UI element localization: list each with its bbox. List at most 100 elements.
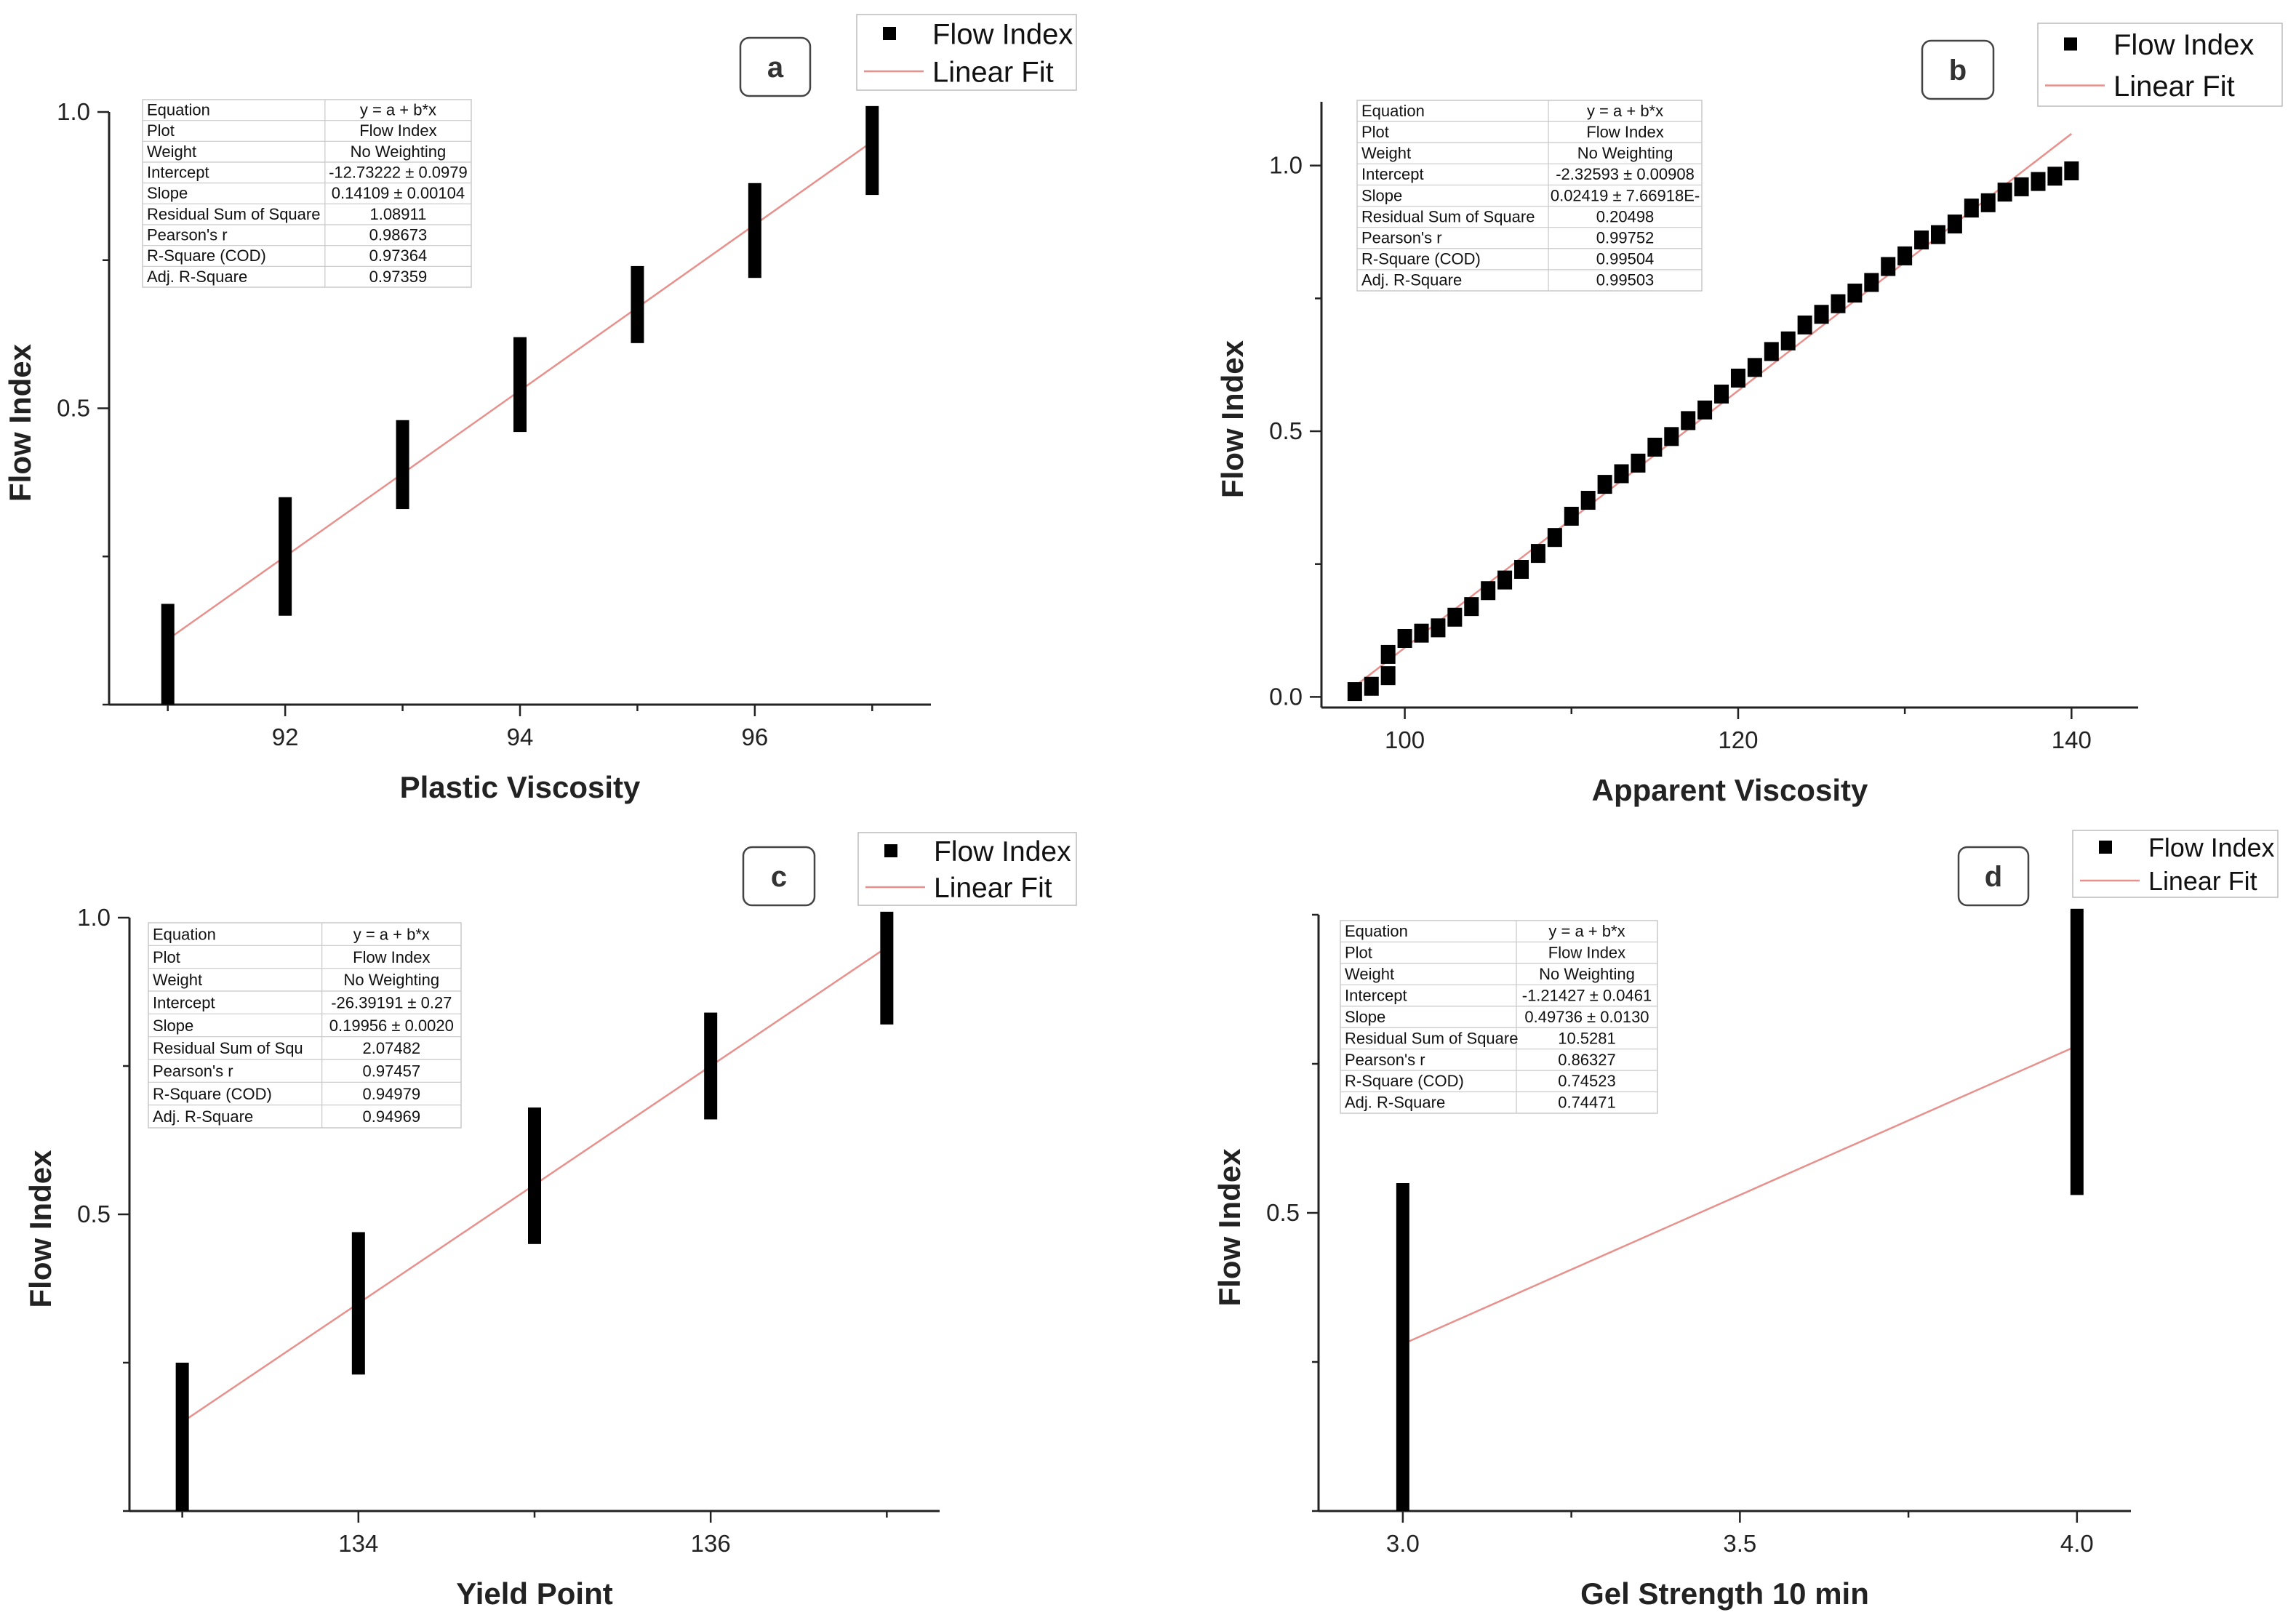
data-point <box>1947 215 1962 234</box>
y-tick-label: 0.5 <box>57 395 90 422</box>
data-point <box>1664 427 1679 446</box>
stats-value: 10.5281 <box>1558 1029 1616 1047</box>
x-tick-label: 3.0 <box>1386 1530 1420 1557</box>
data-point <box>1697 400 1713 420</box>
x-tick-label: 94 <box>507 724 534 750</box>
x-axis-label: Plastic Viscosity <box>400 770 641 804</box>
linear-fit-line <box>1402 1045 2078 1345</box>
data-point <box>1797 315 1812 334</box>
stats-key: Pearson's r <box>1345 1051 1425 1069</box>
data-point <box>1380 666 1396 686</box>
legend-entry-linear-fit: Linear Fit <box>2113 71 2235 103</box>
stats-key: Residual Sum of Square <box>147 205 320 223</box>
stats-value: No Weighting <box>343 971 439 989</box>
stats-table: Equation y = a + b*x Plot Flow Index Weight N… <box>1340 920 1658 1114</box>
data-point <box>1396 1183 1409 1511</box>
y-tick-label: 1.0 <box>57 98 90 125</box>
legend-entry-linear-fit: Linear Fit <box>934 873 1052 904</box>
data-point <box>396 420 409 510</box>
stats-key: R-Square (COD) <box>147 247 266 265</box>
stats-value: 0.94969 <box>363 1107 421 1126</box>
y-tick-label: 1.0 <box>77 904 111 931</box>
data-point <box>880 911 894 1025</box>
legend: Flow Index Linear Fit <box>2072 830 2279 898</box>
panel-tag-label: c <box>771 861 787 893</box>
panel-tag-box <box>1957 846 2030 907</box>
data-point <box>1481 581 1496 601</box>
stats-value: 0.74523 <box>1558 1072 1616 1090</box>
data-point <box>2064 161 2079 180</box>
data-point <box>1964 199 1979 218</box>
stats-key: Equation <box>153 926 216 944</box>
stats-value: 0.86327 <box>1558 1051 1616 1069</box>
stats-value: Flow Index <box>1586 123 1663 141</box>
x-tick-label: 100 <box>1385 726 1425 753</box>
stats-key: Adj. R-Square <box>153 1107 253 1126</box>
data-point <box>1930 225 1945 244</box>
data-point <box>865 105 879 196</box>
stats-key: Weight <box>153 971 202 989</box>
y-axis-label: Flow Index <box>23 1150 57 1308</box>
stats-key: Plot <box>147 121 175 140</box>
stats-table: Equation y = a + b*x Plot Flow Index Weight N… <box>1356 100 1703 292</box>
data-point <box>1814 305 1829 324</box>
data-point <box>1997 183 2012 202</box>
data-point <box>748 183 761 278</box>
stats-value: Flow Index <box>353 948 430 966</box>
legend: Flow Index Linear Fit <box>857 832 1077 906</box>
data-point <box>161 604 175 705</box>
stats-key: Residual Sum of Square <box>1361 207 1535 225</box>
data-point <box>1747 358 1762 377</box>
stats-value: Flow Index <box>359 121 436 140</box>
stats-key: R-Square (COD) <box>1345 1072 1464 1090</box>
x-tick-label: 4.0 <box>2060 1530 2094 1557</box>
stats-value: 0.49736 ± 0.0130 <box>1524 1008 1649 1026</box>
stats-key: Pearson's r <box>147 226 228 244</box>
data-point <box>513 337 527 433</box>
stats-key: Slope <box>147 184 188 202</box>
x-axis-label: Gel Strength 10 min <box>1580 1576 1869 1611</box>
stats-key: Adj. R-Square <box>1361 271 1462 289</box>
x-axis-label: Apparent Viscosity <box>1592 773 1868 807</box>
data-point <box>1831 294 1846 313</box>
stats-value: 0.97364 <box>369 247 428 265</box>
x-tick-label: 92 <box>272 724 299 750</box>
data-point <box>279 497 292 616</box>
stats-key: Plot <box>1361 123 1389 141</box>
stats-key: Equation <box>1345 922 1408 940</box>
panel-tag-box <box>1921 39 1995 100</box>
legend-entry-linear-fit: Linear Fit <box>2148 867 2257 896</box>
stats-value: 2.07482 <box>363 1039 421 1057</box>
stats-table-border <box>1340 920 1658 1114</box>
legend-entry-flow-index: Flow Index <box>2113 29 2254 61</box>
y-tick-label: 0.5 <box>77 1201 111 1227</box>
data-point <box>1547 528 1562 548</box>
stats-key: Weight <box>1361 144 1411 162</box>
data-point <box>1714 384 1729 404</box>
data-point <box>351 1232 365 1375</box>
data-point <box>1397 629 1412 649</box>
x-tick-label: 136 <box>691 1530 731 1557</box>
panel-tag-box <box>739 36 812 97</box>
legend-entry-flow-index: Flow Index <box>2148 833 2275 862</box>
stats-key: Plot <box>153 948 180 966</box>
data-point <box>1530 544 1545 564</box>
data-point <box>1614 464 1629 484</box>
panel-tag-label: d <box>1985 861 2002 893</box>
x-tick-label: 134 <box>338 1530 378 1557</box>
data-point <box>2031 172 2046 191</box>
stats-value: 0.99752 <box>1596 229 1655 247</box>
stats-key: Slope <box>153 1017 193 1035</box>
data-point <box>2047 167 2063 186</box>
data-point <box>704 1012 718 1120</box>
stats-key: Pearson's r <box>153 1062 233 1081</box>
data-point <box>1980 193 1996 212</box>
data-point <box>1897 246 1913 265</box>
data-point <box>528 1107 541 1244</box>
data-point <box>1347 682 1362 702</box>
stats-value: -2.32593 ± 0.00908 <box>1556 165 1695 183</box>
panel-tag-label: a <box>767 52 784 84</box>
stats-value: 0.20498 <box>1596 207 1655 225</box>
